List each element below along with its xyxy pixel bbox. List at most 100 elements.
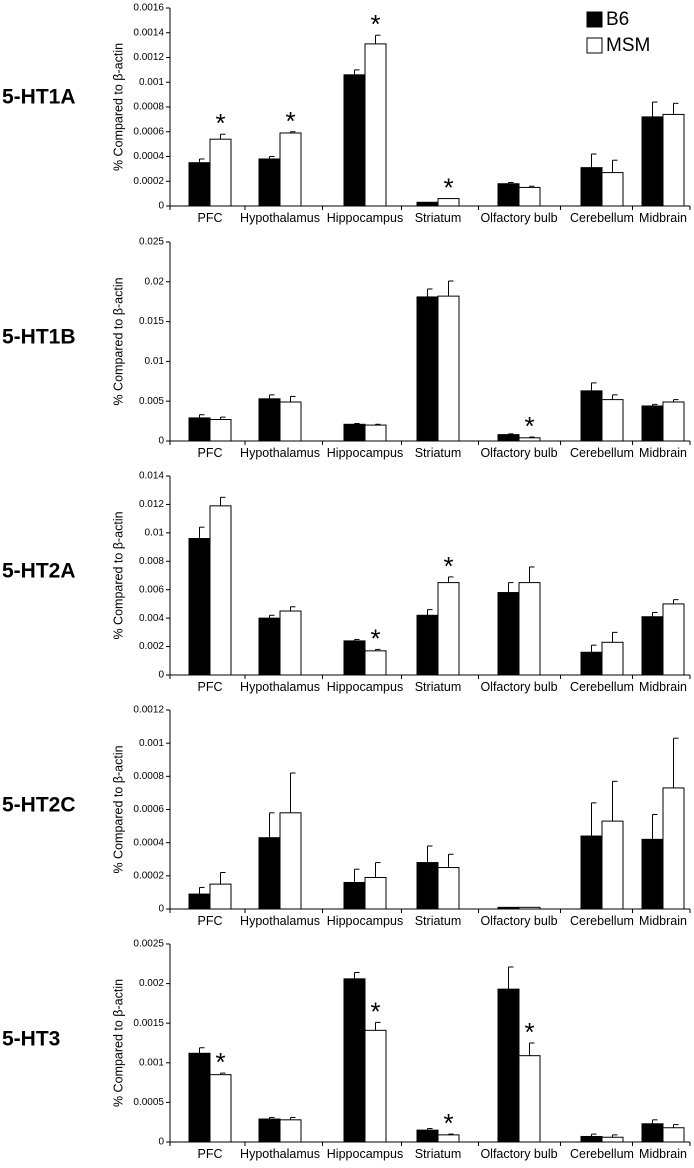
panel-1-bar-msm <box>364 424 387 442</box>
panel-0-bar-b6 <box>343 74 366 207</box>
panel-1-xtick-label: Cerebellum <box>570 446 634 460</box>
panel-4-bar-msm <box>662 1127 685 1143</box>
panel-4-significance-star: * <box>443 1108 453 1138</box>
panel-2-significance-star: * <box>443 551 453 581</box>
panel-1-ytick-label: 0.015 <box>139 316 164 327</box>
panel-0-bar-b6 <box>580 167 603 207</box>
panel-0-bar-b6 <box>188 162 211 207</box>
panel-1-bar-msm <box>279 401 302 442</box>
panel-4-ylabel: % Compared to β-actin <box>111 979 125 1107</box>
panel-4-ytick-label: 0.002 <box>139 978 164 989</box>
panel-0-bar-b6 <box>641 116 664 207</box>
panel-4-xtick-label: Hippocampus <box>327 1147 403 1161</box>
legend-swatch-msm <box>586 37 603 54</box>
legend-swatch-b6 <box>586 11 603 28</box>
panel-1-xtick-label: Midbrain <box>639 446 687 460</box>
panel-2-xtick-label: Olfactory bulb <box>480 680 557 694</box>
panel-3-bar-b6 <box>188 893 211 910</box>
panel-1-ytick-label: 0.025 <box>139 237 164 248</box>
panel-0-bar-msm <box>518 186 541 207</box>
panel-3-title: 5-HT2C <box>2 794 76 817</box>
panel-2-bar-b6 <box>497 592 520 676</box>
panel-3-bar-msm <box>518 906 541 910</box>
panel-2-ytick-label: 0.008 <box>139 556 164 567</box>
panel-0-xtick-label: PFC <box>198 211 223 225</box>
panel-4-ytick-label: 0.001 <box>139 1057 164 1068</box>
panel-0-bar-msm <box>662 113 685 207</box>
panel-2-ytick-label: 0.006 <box>139 584 164 595</box>
panel-1-bar-b6 <box>258 398 281 442</box>
panel-2-ytick-label: 0.012 <box>139 499 164 510</box>
panel-2-ytick-label: 0.01 <box>145 527 165 538</box>
panel-3-bar-msm <box>279 812 302 910</box>
panel-1-ytick-label: 0 <box>158 436 164 447</box>
panel-4-bar-msm <box>364 1029 387 1143</box>
panel-4-bar-b6 <box>258 1118 281 1143</box>
panel-0-ytick-label: 0.0012 <box>133 52 164 63</box>
panel-2-bar-msm <box>364 650 387 676</box>
panel-1-xtick-label: Olfactory bulb <box>480 446 557 460</box>
panel-2-bar-msm <box>662 603 685 676</box>
panel-1-ylabel: % Compared to β-actin <box>111 277 125 405</box>
panel-0-significance-star: * <box>285 106 295 136</box>
panel-2-bar-b6 <box>580 651 603 676</box>
panel-4-bar-b6 <box>416 1129 439 1143</box>
panel-2-bar-b6 <box>343 640 366 676</box>
panel-0-bar-msm <box>437 198 460 207</box>
panel-1-bar-b6 <box>580 390 603 442</box>
panel-3-ytick-label: 0.0004 <box>133 837 164 848</box>
panel-3-bar-b6 <box>416 862 439 910</box>
panel-0-xtick-label: Hypothalamus <box>240 211 320 225</box>
panel-4-ytick-label: 0.0015 <box>133 1018 164 1029</box>
panel-4-xtick-label: PFC <box>198 1147 223 1161</box>
panel-4-title: 5-HT3 <box>2 1028 60 1051</box>
panel-0-xtick-label: Olfactory bulb <box>480 211 557 225</box>
panel-1-bar-b6 <box>343 423 366 442</box>
panel-3-bar-b6 <box>580 835 603 910</box>
panel-1-xtick-label: Hippocampus <box>327 446 403 460</box>
panel-2-bar-msm <box>518 582 541 676</box>
panel-0-significance-star: * <box>215 108 225 138</box>
panel-3-bar-msm <box>364 876 387 910</box>
panel-2-bar-b6 <box>188 538 211 676</box>
panel-2-ytick-label: 0 <box>158 670 164 681</box>
panel-3-ytick-label: 0.0008 <box>133 771 164 782</box>
panel-0-ytick-label: 0.001 <box>139 77 164 88</box>
legend-label-msm: MSM <box>606 35 650 56</box>
panel-0-bar-b6 <box>416 201 439 207</box>
panel-2-bar-msm <box>209 505 232 676</box>
panel-0-bar-b6 <box>497 183 520 207</box>
panel-3-bar-b6 <box>497 906 520 910</box>
panel-4-bar-msm <box>209 1074 232 1143</box>
panel-1-ytick-label: 0.005 <box>139 396 164 407</box>
panel-0-bar-msm <box>209 138 232 207</box>
panel-0-bar-msm <box>364 43 387 207</box>
panel-2-bar-msm <box>437 582 460 676</box>
panel-0-bar-b6 <box>258 158 281 207</box>
panel-4-xtick-label: Midbrain <box>639 1147 687 1161</box>
panel-3-bar-b6 <box>343 881 366 910</box>
panel-2-xtick-label: Hypothalamus <box>240 680 320 694</box>
panel-2-significance-star: * <box>370 623 380 653</box>
panel-2-ytick-label: 0.002 <box>139 641 164 652</box>
panel-2-title: 5-HT2A <box>2 560 76 583</box>
panel-4-ytick-label: 0 <box>158 1137 164 1148</box>
panel-0-bar-msm <box>601 172 624 207</box>
panel-0-xtick-label: Hippocampus <box>327 211 403 225</box>
panel-4-bar-b6 <box>641 1123 664 1143</box>
panel-1-xtick-label: Striatum <box>415 446 462 460</box>
panel-3-xtick-label: Midbrain <box>639 914 687 928</box>
panel-0-ytick-label: 0.0006 <box>133 126 164 137</box>
panel-0-ytick-label: 0.0014 <box>133 27 164 38</box>
panel-1-bar-b6 <box>416 296 439 442</box>
panel-4-bar-b6 <box>343 978 366 1143</box>
panel-1-ytick-label: 0.01 <box>145 356 165 367</box>
panel-2-xtick-label: Striatum <box>415 680 462 694</box>
panel-2-xtick-label: Hippocampus <box>327 680 403 694</box>
panel-2-xtick-label: Midbrain <box>639 680 687 694</box>
panel-4-bar-b6 <box>188 1052 211 1143</box>
panel-0-significance-star: * <box>443 173 453 203</box>
panel-1-bar-msm <box>601 399 624 442</box>
panel-3-ylabel: % Compared to β-actin <box>111 745 125 873</box>
